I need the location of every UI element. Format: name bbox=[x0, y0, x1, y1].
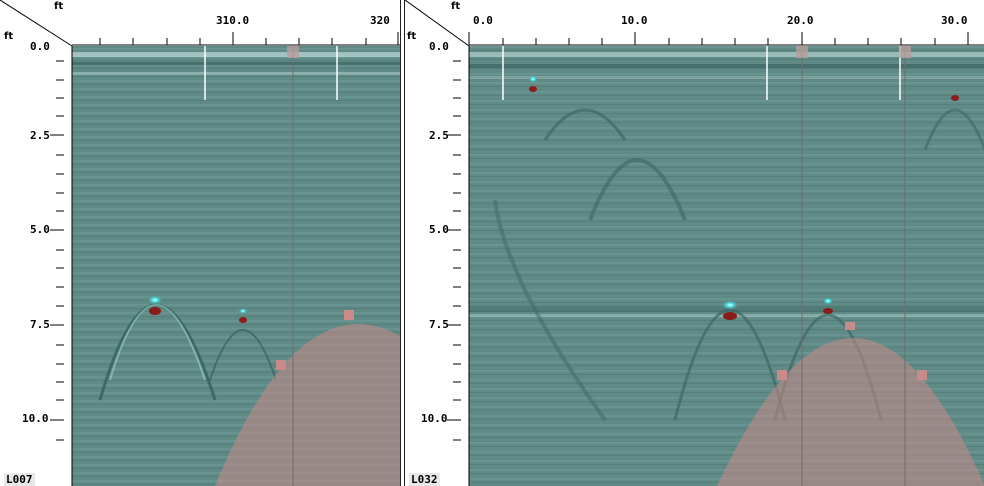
x-tick-label: 320 bbox=[370, 14, 390, 27]
y-unit-label: ft bbox=[4, 31, 14, 42]
x-tick-label: 310.0 bbox=[216, 14, 250, 27]
y-tick-label: 10.0 bbox=[22, 412, 49, 425]
axis-corner: ft ft bbox=[405, 0, 469, 46]
y-tick-label: 5.0 bbox=[429, 223, 449, 236]
y-tick-label: 7.5 bbox=[30, 318, 50, 331]
y-tick-label: 7.5 bbox=[429, 318, 449, 331]
x-tick-label: 10.0 bbox=[621, 14, 648, 27]
y-tick-label: 0.0 bbox=[30, 40, 50, 53]
line-id-label: L007 bbox=[4, 473, 35, 486]
y-tick-label: 10.0 bbox=[421, 412, 448, 425]
line-id-label: L032 bbox=[409, 473, 440, 486]
y-tick-label: 2.5 bbox=[429, 129, 449, 142]
x-tick-label: 20.0 bbox=[787, 14, 814, 27]
overlay-region-left bbox=[215, 324, 400, 486]
x-unit-label: ft bbox=[451, 1, 461, 12]
radargram-panel-right[interactable]: ft ft 0.0 10.0 20.0 30.0 0.0 2.5 5.0 7.5… bbox=[404, 0, 984, 486]
y-tick-label: 0.0 bbox=[429, 40, 449, 53]
radargram-right-svg bbox=[405, 0, 984, 486]
x-unit-label: ft bbox=[54, 1, 64, 12]
x-tick-label: 0.0 bbox=[473, 14, 493, 27]
y-unit-label: ft bbox=[407, 31, 417, 42]
radargram-panel-left[interactable]: ft ft 310.0 320 0.0 2.5 5.0 7.5 10.0 L00… bbox=[0, 0, 401, 486]
y-tick-label: 5.0 bbox=[30, 223, 50, 236]
x-tick-label: 30.0 bbox=[941, 14, 968, 27]
y-tick-label: 2.5 bbox=[30, 129, 50, 142]
axis-corner: ft ft bbox=[0, 0, 72, 46]
radargram-left-svg bbox=[0, 0, 400, 486]
